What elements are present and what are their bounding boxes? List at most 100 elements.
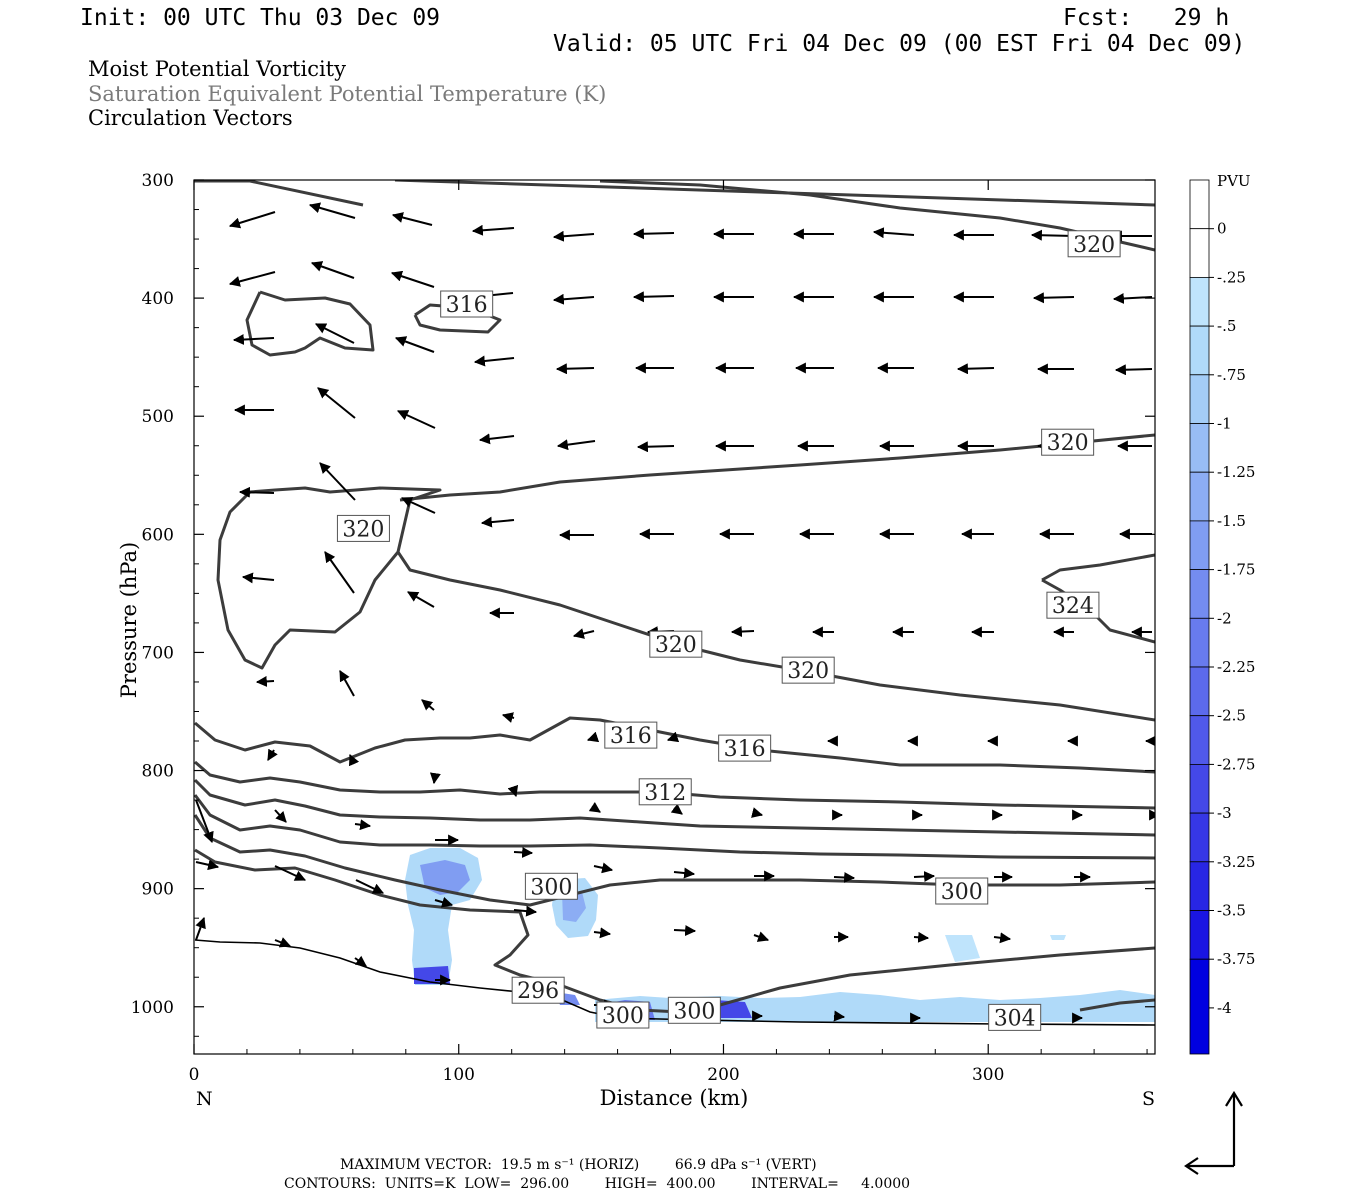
wind-vector: [480, 516, 515, 528]
wind-vector: [1030, 229, 1075, 241]
wind-vector: [228, 271, 276, 287]
x-tick-label: 200: [707, 1065, 739, 1085]
wind-vector: [593, 927, 612, 939]
wind-vector: [255, 675, 275, 687]
colorbar-label: -.5: [1217, 317, 1236, 335]
wind-vector: [195, 916, 206, 941]
colorbar-swatch: [1189, 861, 1210, 911]
colorbar-label: -3.75: [1217, 950, 1255, 968]
theta-es-contour: [216, 486, 442, 670]
axes-layer: 300 400 500 600 700 800 900 1000 0 100 200 300: [131, 171, 1155, 1085]
colorbar-swatch: [1189, 325, 1210, 376]
wind-vector: [872, 227, 915, 239]
wind-vector: [513, 846, 534, 858]
contour-label: 320: [787, 659, 829, 684]
wind-vector: [833, 872, 856, 883]
wind-vector: [478, 433, 515, 445]
wind-vector: [354, 955, 367, 967]
colorbar-swatch: [1189, 520, 1210, 571]
valid-time: Valid: 05 UTC Fri 04 Dec 09 (00 EST Fri …: [553, 31, 1246, 57]
colorbar-swatch: [1189, 958, 1210, 1055]
colorbar-swatch: [1189, 617, 1210, 668]
wind-vector: [1032, 292, 1075, 304]
wind-vector: [632, 228, 675, 240]
colorbar-swatch: [1189, 569, 1210, 619]
colorbar-label: -4: [1217, 999, 1232, 1017]
colorbar-label: -2: [1217, 609, 1232, 627]
contour-label: 320: [1073, 233, 1115, 258]
contour-label-box: [1041, 428, 1095, 456]
theta-es-contour: [413, 303, 502, 334]
colorbar-swatch: [1189, 423, 1210, 473]
theta-es-contour: [194, 716, 1155, 774]
wind-vector: [355, 879, 384, 894]
colorbar-label: -1.25: [1217, 463, 1255, 481]
wind-vector: [267, 748, 278, 761]
wind-vector: [673, 867, 696, 879]
theta-es-contour: [194, 794, 1155, 860]
wind-vector: [274, 937, 292, 948]
contour-label: 316: [610, 724, 652, 749]
title-vectors: Circulation Vectors: [88, 106, 293, 130]
wind-vector: [552, 293, 595, 305]
vector-layer: [195, 202, 1155, 1024]
contour-label: 300: [602, 1004, 644, 1029]
y-tick-label: 900: [142, 880, 174, 900]
contour-label: 300: [941, 880, 983, 905]
contour-label-box: [440, 290, 494, 318]
x-tick-label: 100: [443, 1065, 475, 1085]
contour-label-box: [667, 996, 721, 1024]
wind-vector: [730, 626, 755, 638]
wind-vector: [593, 862, 614, 874]
wind-vector: [241, 572, 275, 584]
y-tick-label: 600: [142, 525, 174, 545]
wind-vector: [319, 462, 356, 501]
contour-label: 320: [1047, 431, 1089, 456]
wind-vector: [670, 803, 683, 815]
contour-label-box: [604, 721, 658, 749]
colorbar-swatch: [1189, 910, 1210, 960]
wind-vector: [407, 591, 435, 608]
colorbar-label: -.75: [1217, 366, 1246, 384]
contour-label: 316: [724, 737, 766, 762]
theta-es-contour: [245, 290, 375, 357]
contour-label-box: [781, 656, 835, 684]
x-tick-label: 0: [189, 1065, 200, 1085]
x-axis-label: Distance (km): [600, 1086, 749, 1110]
wind-vector: [354, 819, 372, 831]
wind-vector: [556, 439, 596, 451]
south-label: S: [1142, 1088, 1155, 1110]
wind-vector: [274, 809, 287, 823]
wind-vector: [339, 670, 355, 697]
contour-label: 312: [644, 781, 686, 806]
wind-vector: [195, 859, 220, 871]
contour-label-box: [638, 778, 692, 806]
colorbar-label: -2.75: [1217, 755, 1255, 773]
contour-label: 324: [1052, 594, 1094, 619]
colorbar-swatch: [1189, 764, 1210, 814]
wind-vector: [195, 799, 214, 844]
reference-vector-icon: [1184, 1090, 1243, 1175]
theta-es-contour: [599, 180, 1155, 252]
contour-label-box: [524, 872, 578, 900]
wind-vector: [310, 261, 355, 279]
y-axis-label: Pressure (hPa): [117, 542, 141, 698]
contour-info: CONTOURS: UNITS=K LOW= 296.00 HIGH= 400.…: [284, 1176, 911, 1192]
wind-vector: [751, 807, 764, 818]
wind-vector: [632, 291, 675, 303]
wind-vector: [421, 699, 435, 711]
max-vector-info: MAXIMUM VECTOR: 19.5 m s⁻¹ (HORIZ) 66.9 …: [340, 1157, 817, 1173]
wind-vector: [315, 323, 355, 344]
wind-vector: [238, 486, 275, 498]
wind-vector: [913, 871, 936, 882]
wind-vector: [636, 441, 675, 453]
y-tick-label: 400: [142, 289, 174, 309]
colorbar-label: -1.75: [1217, 561, 1255, 579]
forecast-hour: Fcst: 29 h: [1063, 5, 1230, 31]
colorbar-swatch: [1189, 471, 1210, 522]
wind-vector: [833, 1010, 846, 1022]
contour-label: 304: [994, 1006, 1036, 1031]
wind-vector: [513, 905, 538, 917]
theta-es-contour: [1079, 998, 1155, 1012]
colorbar-label: -1: [1217, 415, 1232, 433]
